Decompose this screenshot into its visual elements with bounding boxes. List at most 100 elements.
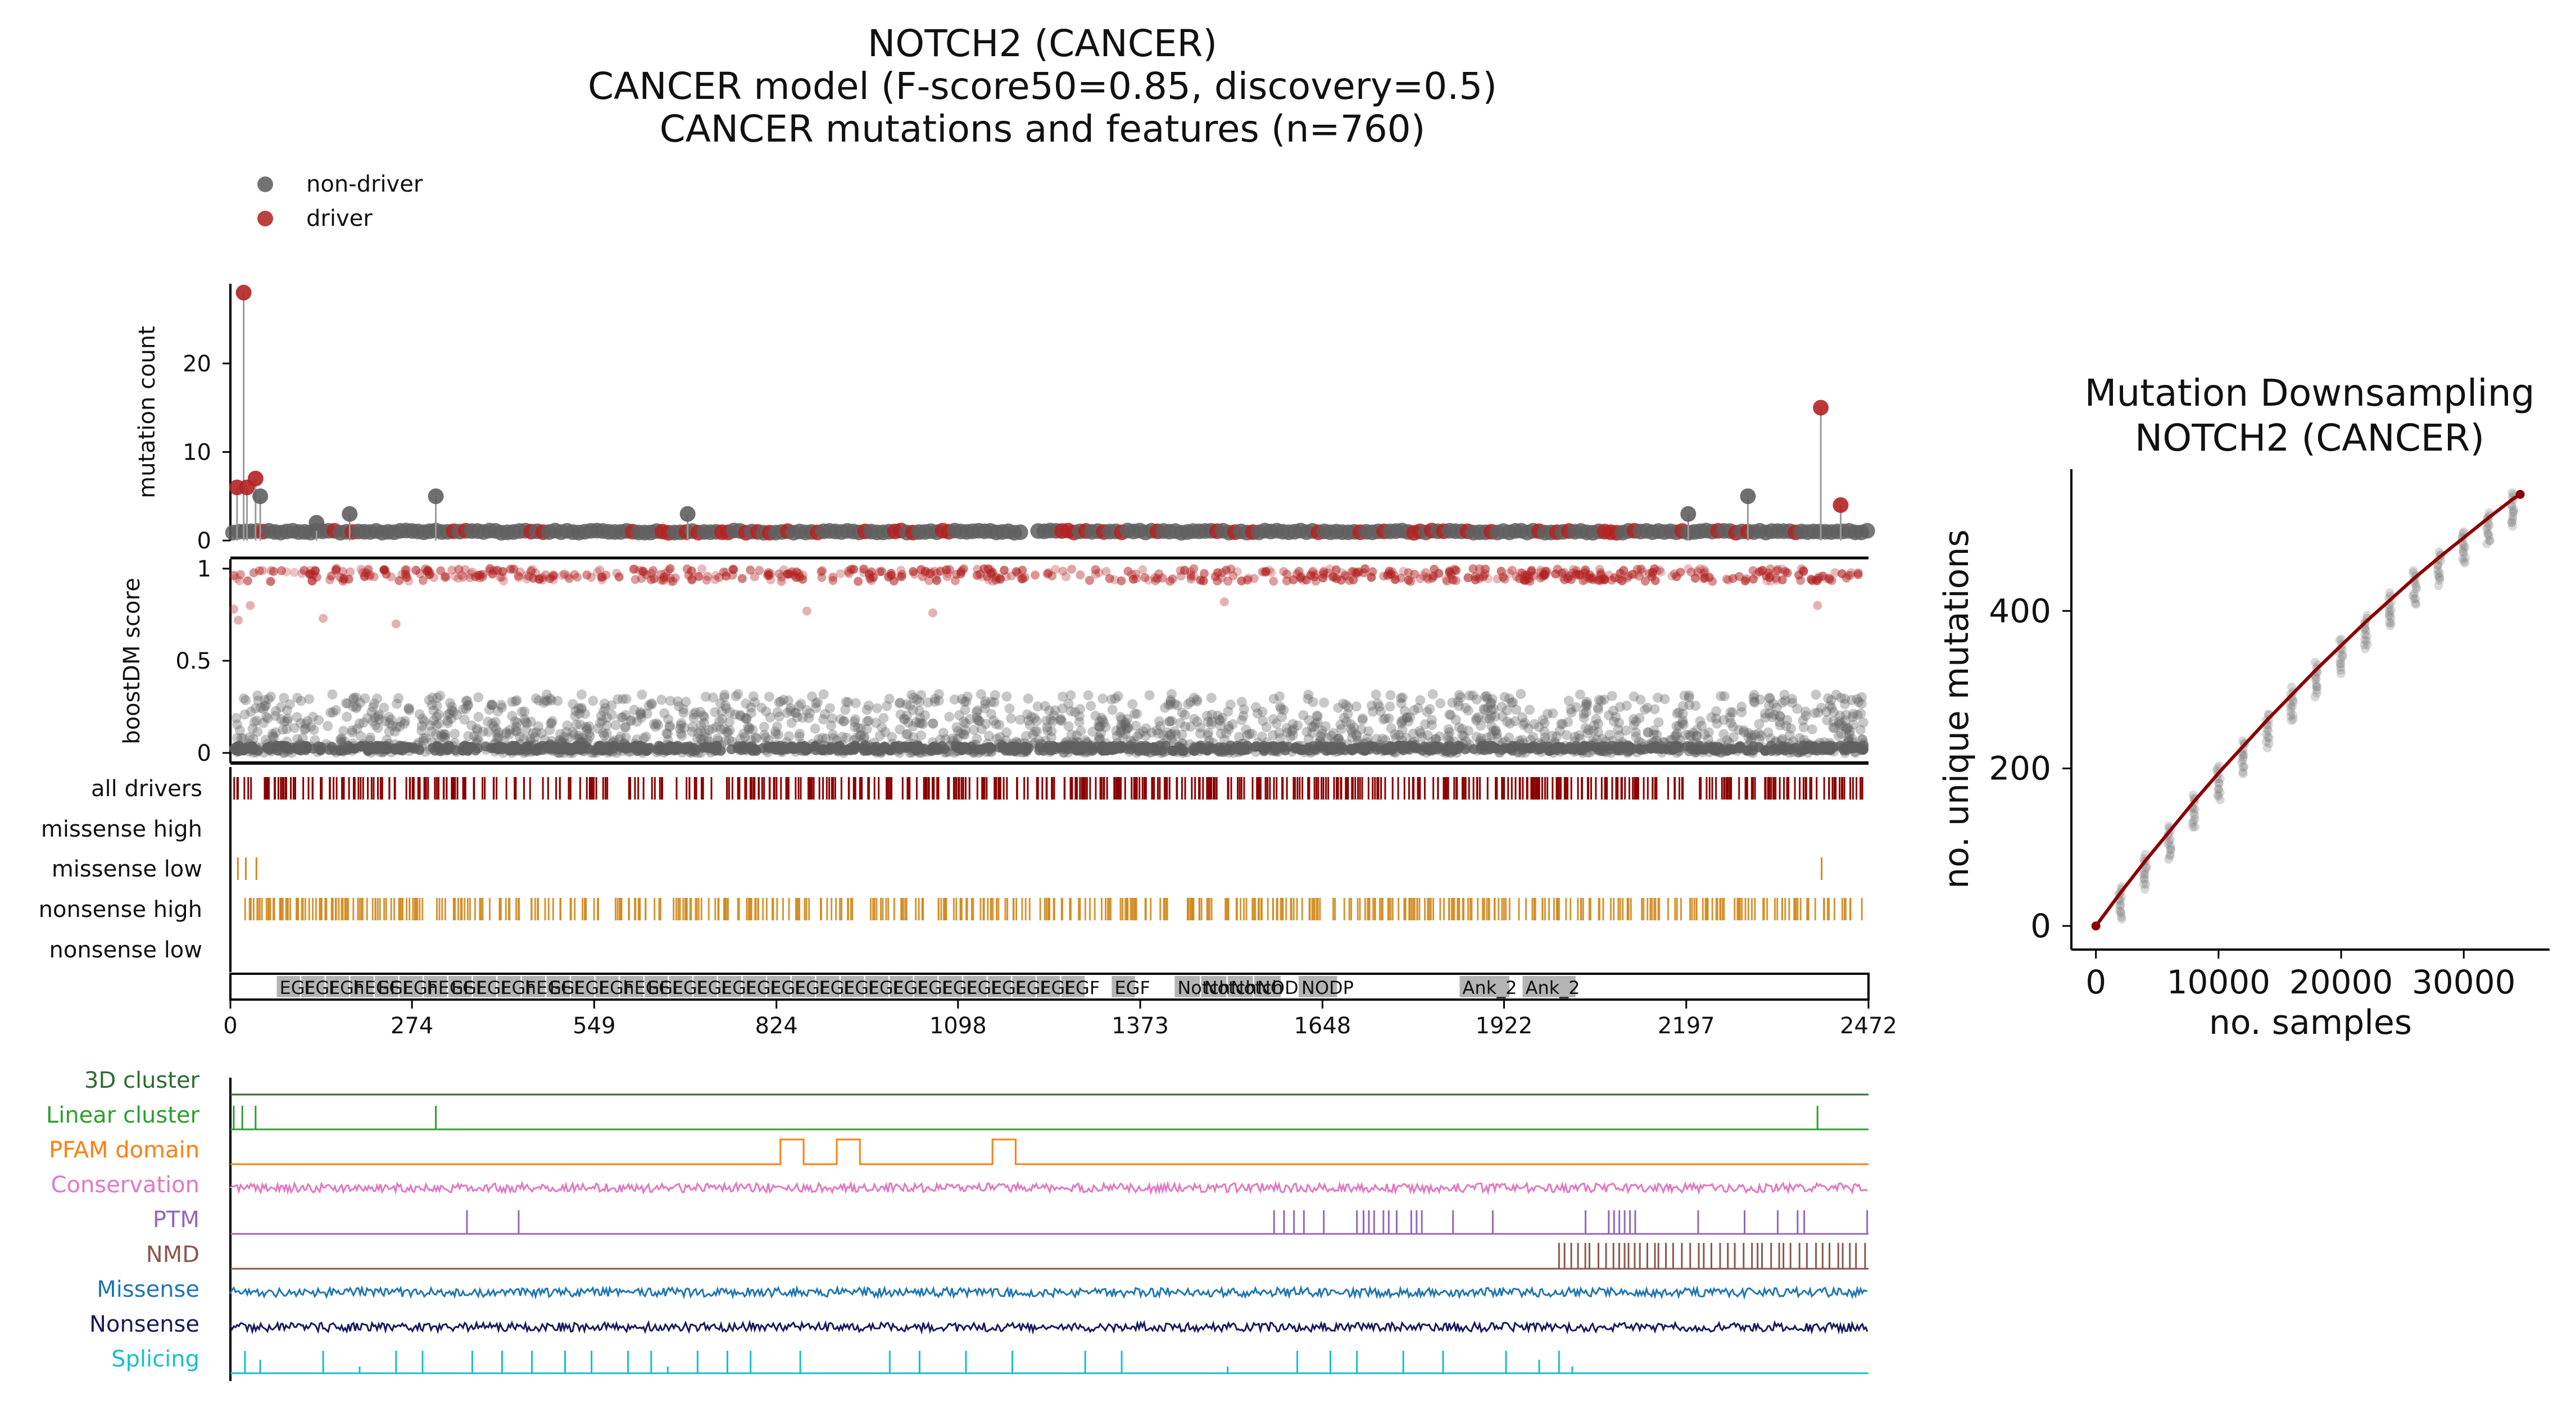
nonsense-high-mark	[361, 898, 364, 920]
nondriver-score-point	[595, 718, 605, 728]
nondriver-score-point	[1106, 694, 1117, 705]
all-drivers-mark	[1336, 777, 1338, 800]
all-drivers-mark	[285, 777, 287, 800]
nondriver-score-point	[1727, 707, 1738, 718]
nondriver-score-point	[646, 698, 657, 709]
all-drivers-mark	[1299, 777, 1301, 800]
nondriver-score-point	[394, 721, 405, 732]
nondriver-score-point	[501, 729, 511, 739]
nondriver-score-point	[827, 713, 837, 724]
nonsense-high-mark	[1013, 898, 1015, 920]
pfam-domain-box	[1037, 976, 1060, 997]
all-drivers-mark	[1115, 777, 1118, 800]
nonsense-high-mark	[757, 898, 759, 920]
nondriver-score-point	[439, 729, 450, 739]
nondriver-score-point	[435, 691, 446, 701]
driver-score-point	[524, 571, 534, 581]
nonsense-high-mark	[341, 898, 343, 920]
downsampling-replicate-point	[2265, 739, 2274, 748]
nonsense-high-mark	[1693, 898, 1695, 920]
nonsense-high-mark	[1285, 898, 1287, 920]
nondriver-score-point	[355, 697, 366, 708]
nondriver-score-point	[712, 733, 723, 744]
nondriver-score-point	[512, 718, 523, 728]
all-drivers-mark	[1113, 777, 1115, 800]
nondriver-score-point	[966, 741, 977, 752]
driver-score-point	[466, 569, 475, 579]
all-drivers-mark	[1533, 777, 1535, 800]
nondriver-score-point	[743, 724, 754, 735]
driver-score-point	[436, 566, 446, 575]
nondriver-score-point	[1153, 728, 1163, 739]
nondriver-score-point	[1614, 718, 1625, 728]
driver-score-point	[1223, 576, 1233, 586]
nondriver-score-point	[618, 694, 628, 705]
all-drivers-mark	[1041, 777, 1044, 800]
nondriver-score-point	[856, 723, 867, 734]
all-drivers-mark	[1708, 777, 1711, 800]
pfam-domain-box	[890, 976, 913, 997]
driver-score-point	[854, 576, 863, 586]
protein-x-tick-label: 1098	[929, 1013, 987, 1039]
driver-score-point	[1406, 576, 1416, 586]
nonsense-high-mark	[1053, 898, 1055, 920]
nondriver-score-point	[1171, 729, 1181, 740]
nondriver-score-point	[460, 703, 471, 714]
nondriver-score-point	[1131, 720, 1141, 731]
nondriver-score-point	[1426, 720, 1437, 730]
nondriver-score-point	[1775, 711, 1785, 721]
nondriver-score-point	[1196, 744, 1207, 755]
nondriver-score-point	[1801, 710, 1811, 721]
nonsense-high-mark	[1622, 898, 1624, 920]
driver-score-point	[932, 569, 942, 578]
nonsense-high-mark	[1251, 898, 1254, 920]
pfam-domain-box	[497, 976, 521, 997]
nondriver-score-point	[1809, 707, 1820, 718]
all-drivers-mark	[1352, 777, 1354, 800]
nondriver-score-point	[1117, 714, 1127, 725]
nonsense-high-mark	[1200, 898, 1203, 920]
nondriver-score-point	[418, 714, 428, 724]
all-drivers-mark	[1828, 777, 1830, 800]
nondriver-score-point	[1346, 744, 1357, 755]
nondriver-score-point	[1166, 729, 1177, 739]
nonsense-high-mark	[374, 898, 377, 920]
nondriver-score-point	[1093, 720, 1104, 731]
nondriver-mutation-point	[252, 488, 269, 505]
nondriver-score-point	[1368, 706, 1378, 717]
nondriver-score-point	[620, 722, 631, 733]
all-drivers-mark	[593, 777, 595, 800]
nondriver-score-point	[677, 730, 687, 741]
nondriver-score-point	[1717, 744, 1727, 755]
driver-score-point	[665, 564, 675, 574]
downsampling-replicate-point	[2139, 870, 2148, 879]
nondriver-score-point	[1755, 694, 1766, 705]
nondriver-score-point	[914, 718, 925, 728]
nonsense-high-mark	[1553, 898, 1555, 920]
nondriver-score-point	[1781, 721, 1792, 732]
nondriver-score-point	[929, 696, 940, 707]
nonsense-high-mark	[438, 898, 441, 920]
nonsense-high-mark	[249, 898, 251, 920]
nondriver-score-point	[1301, 727, 1312, 737]
nondriver-score-point	[1087, 727, 1098, 737]
nondriver-score-point	[386, 714, 396, 725]
all-drivers-mark	[311, 777, 314, 800]
pfam-domain-label: EGF	[868, 977, 904, 998]
driver-score-point	[817, 567, 826, 576]
driver-score-point	[782, 569, 792, 579]
nondriver-mutation-point	[1740, 488, 1756, 505]
nonsense-high-mark	[990, 898, 992, 920]
nonsense-high-mark	[945, 898, 947, 920]
nonsense-high-mark	[1453, 898, 1455, 920]
all-drivers-mark	[1003, 777, 1005, 800]
nondriver-score-point	[703, 743, 714, 753]
nonsense-high-mark	[1486, 898, 1488, 920]
title-line-1: NOTCH2 (CANCER)	[868, 22, 1217, 65]
nondriver-score-point	[1146, 727, 1157, 738]
nonsense-high-mark	[505, 898, 507, 920]
nondriver-score-point	[269, 732, 279, 743]
all-drivers-mark	[745, 777, 747, 800]
pfam-domain-box	[1112, 976, 1135, 997]
nondriver-score-point	[863, 715, 874, 726]
